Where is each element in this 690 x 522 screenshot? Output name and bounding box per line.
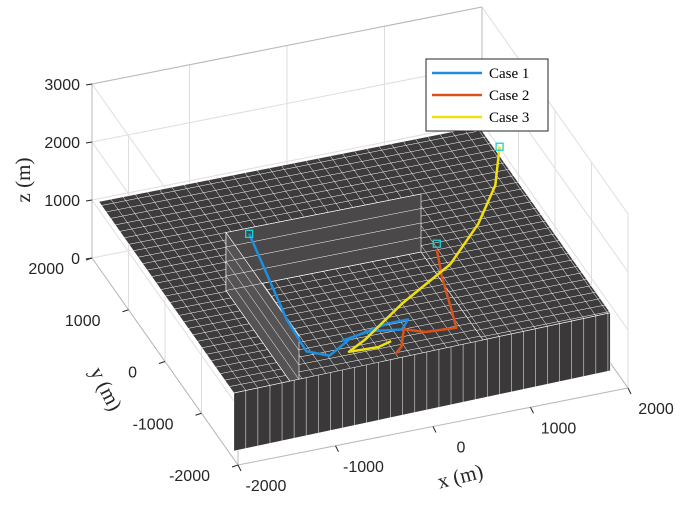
mesh-line [225,251,422,291]
mesh-line [225,261,300,366]
x-tick [530,407,534,414]
mesh-line [225,290,300,395]
y-tick-label: -2000 [169,468,210,485]
x-tick [432,426,437,433]
mesh-line [415,138,551,331]
mesh-line [285,335,481,375]
z-tick [85,257,93,260]
y-tick [195,412,202,416]
start-marker-3 [495,142,504,151]
legend-label-2: Case 2 [489,88,529,104]
x-tick-label: 2000 [638,401,674,418]
x-tick [627,387,632,395]
y-tick [158,361,166,364]
z-tick-label: 3000 [44,77,80,94]
mesh-line [464,129,600,322]
mesh-line [354,150,490,343]
mesh-line [378,146,515,338]
mesh-line [225,246,300,351]
start-marker-2 [432,239,441,248]
mesh-line [366,148,503,341]
y-tick-label: 1000 [65,313,101,330]
mesh-line [128,168,510,245]
terrain-surface [98,126,615,452]
x-tick-label: 1000 [541,420,577,437]
z-tick-label: 1000 [44,193,80,210]
mesh-line [115,149,496,226]
y-tick-label: -1000 [133,416,174,433]
mesh-line [105,136,487,213]
mesh-line [451,131,588,324]
y-tick-label: 0 [128,365,137,382]
legend: Case 1 Case 2 Case 3 [425,58,549,132]
trajectory-paths [244,142,504,357]
z-tick-label: 2000 [44,135,80,152]
y-axis-label: y (m) [85,363,127,415]
mesh-line [225,208,422,248]
x-axis-label: x (m) [435,459,486,493]
x-tick-label: -2000 [246,478,287,495]
x-tick-label: 0 [457,440,466,457]
mesh-line [135,194,271,387]
y-tick [231,464,239,468]
series-line-1 [248,233,410,357]
mesh-line [427,136,564,329]
mesh-line [98,201,234,394]
z-tick [85,199,93,202]
mesh-line [439,134,576,326]
y-tick-label: 2000 [28,261,64,278]
mesh-line [124,162,505,239]
mesh-line [390,143,527,336]
z-axis-label: z (m) [11,158,35,203]
x-tick [237,464,242,472]
mesh-line [101,130,482,206]
series-line-3 [347,146,501,354]
mesh-line [225,237,422,277]
mesh-line [225,193,422,233]
x-tick-label: -1000 [343,459,384,476]
z-tick [85,83,93,86]
z-tick [85,141,93,144]
axis-edge [91,6,483,85]
tick-labels: -2000 -1000 0 1000 2000 -2000 -1000 0 1000 2000 0 1… [28,77,673,495]
mesh-line [122,196,259,389]
mesh-line [403,141,539,334]
mesh-line [147,191,283,384]
legend-label-1: Case 1 [489,66,529,82]
legend-label-3: Case 3 [489,110,529,126]
mesh-line [280,329,476,369]
start-marker-1 [244,229,254,238]
mesh-line [110,143,491,219]
mesh-line [110,199,247,391]
series-line-2 [394,249,458,356]
mesh-line [119,156,500,232]
z-tick-label: 0 [71,251,80,268]
y-tick [122,309,129,313]
x-tick [335,445,339,452]
mesh-line [225,275,300,380]
